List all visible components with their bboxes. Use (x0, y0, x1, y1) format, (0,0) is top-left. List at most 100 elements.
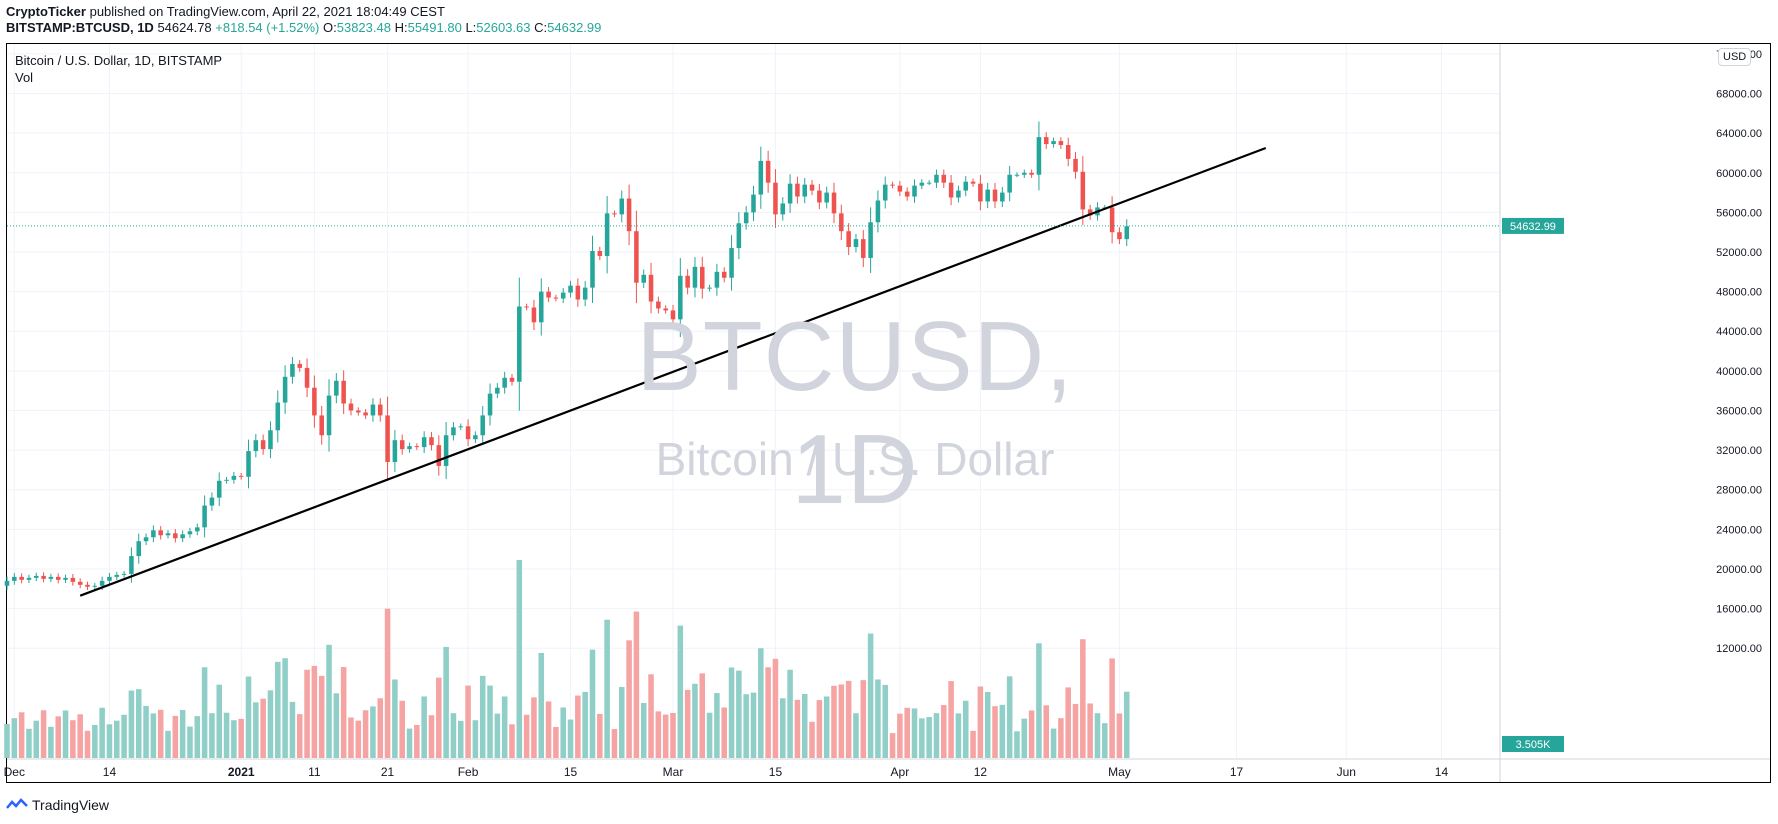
volume-bar (348, 717, 354, 758)
volume-bar (831, 685, 837, 758)
volume-bar (611, 729, 618, 758)
volume-bar (289, 701, 296, 758)
candle-body (231, 475, 237, 480)
footer-brand[interactable]: TradingView (6, 797, 109, 813)
candle-body (260, 440, 266, 450)
candle-body (670, 310, 676, 320)
currency-badge[interactable]: USD (1718, 48, 1752, 66)
candle-body (165, 533, 171, 536)
candle-body (861, 239, 866, 258)
candle-body (275, 402, 281, 431)
volume-bar (860, 680, 867, 758)
chart-axes: 12000.00 16000.00 20000.00 24000.00 28000.00… (4, 44, 1770, 782)
volume-bar (801, 693, 808, 758)
volume-bar (318, 675, 325, 758)
candle-body (941, 174, 947, 183)
candle-body (780, 203, 786, 215)
volume-bar (823, 696, 830, 758)
candle-body (465, 426, 471, 440)
volume-bar (992, 706, 998, 758)
volume-bar (494, 713, 501, 758)
candle-body (1000, 192, 1005, 202)
volume-bar (662, 714, 669, 758)
y-tick-label: 52000.00 (1716, 247, 1762, 259)
chart-grid (7, 44, 1500, 758)
high-value: 55491.80 (407, 20, 462, 35)
candle-body (787, 183, 793, 204)
volume-bar (699, 673, 706, 758)
volume-bar (618, 686, 625, 758)
volume-bar (933, 713, 940, 758)
candle-body (253, 440, 259, 452)
candle-body (590, 251, 595, 288)
candle-body (224, 479, 229, 481)
candle-body (509, 377, 515, 382)
x-tick-label: Dec (4, 765, 25, 779)
publisher-name[interactable]: CryptoTicker (6, 4, 86, 19)
volume-bar (889, 733, 896, 758)
candle-body (187, 531, 193, 535)
volume-bar (1006, 676, 1013, 758)
volume-bar (794, 699, 801, 758)
open-value: 53823.48 (336, 20, 391, 35)
open-label: O: (323, 20, 337, 35)
candle-body (136, 541, 142, 557)
candle-body (304, 367, 310, 388)
volume-bar (399, 700, 405, 758)
volume-bar (977, 686, 984, 758)
candle-body (121, 573, 127, 575)
candle-body (802, 184, 807, 197)
candle-body (458, 426, 464, 428)
last-price-label: 54632.99 (1510, 221, 1556, 233)
volume-bar (875, 679, 881, 758)
volume-bar (919, 718, 925, 758)
volume-bar (135, 689, 142, 758)
volume-bar (11, 718, 18, 758)
candle-body (575, 285, 581, 300)
volume-bar (150, 713, 157, 758)
candle-body (948, 182, 954, 198)
chart-header: CryptoTicker published on TradingView.co… (6, 4, 601, 36)
volume-bar (1123, 691, 1130, 758)
volume-bar (838, 684, 845, 758)
candle-body (897, 185, 903, 192)
volume-bar (106, 724, 113, 758)
volume-bar (1028, 710, 1035, 758)
volume-bar (275, 661, 281, 758)
volume-bar (377, 698, 384, 758)
candle-body (736, 223, 742, 249)
candle-body (1051, 141, 1056, 145)
volume-bar (355, 720, 362, 758)
candle-body (978, 183, 983, 202)
volume-bar (765, 667, 771, 758)
volume-bar (1087, 703, 1093, 758)
volume-bar (882, 684, 889, 758)
volume-bar (472, 720, 479, 758)
volume-bar (436, 677, 442, 758)
candle-body (34, 575, 39, 578)
candle-body (839, 213, 844, 232)
candle-body (312, 387, 317, 416)
candle-body (202, 505, 207, 528)
y-tick-label: 28000.00 (1716, 485, 1762, 497)
x-tick-label: 11 (308, 765, 321, 779)
candle-body (421, 437, 427, 448)
volume-bar (282, 658, 288, 758)
volume-bar (575, 695, 581, 758)
x-tick-label: 14 (1435, 765, 1449, 779)
chart-frame[interactable] (6, 43, 1771, 783)
candle-body (648, 274, 654, 302)
candle-body (553, 297, 559, 299)
volume-bar (941, 705, 947, 758)
y-tick-label: 44000.00 (1716, 326, 1762, 338)
candle-body (619, 198, 625, 215)
candle-body (524, 306, 529, 308)
candle-body (751, 194, 756, 213)
candle-body (1109, 207, 1115, 233)
candle-body (385, 415, 390, 462)
candle-body (495, 387, 500, 394)
volume-bar (18, 712, 25, 758)
candle-body (399, 440, 405, 450)
candle-body (956, 190, 961, 198)
